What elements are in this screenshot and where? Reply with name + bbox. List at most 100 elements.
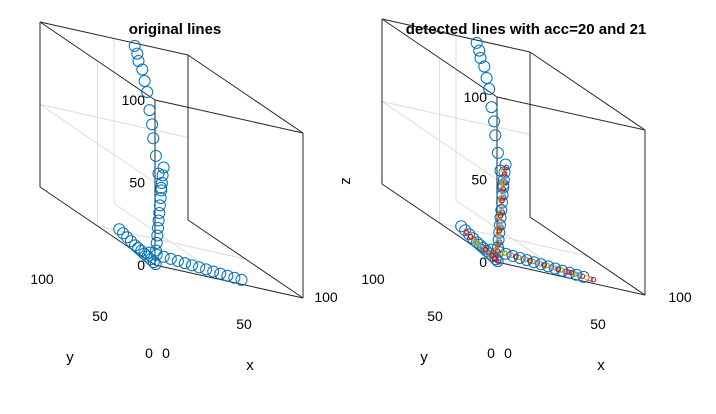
axes-box-edge — [187, 54, 304, 134]
data-point — [463, 228, 476, 241]
data-point — [558, 267, 564, 273]
data-point — [214, 267, 227, 280]
data-point — [149, 149, 162, 162]
data-point — [480, 72, 493, 84]
floor-gridline-y — [97, 225, 246, 260]
data-point — [488, 115, 501, 128]
data-point — [496, 228, 503, 234]
sidewall-gridline-z — [39, 104, 156, 183]
data-point — [157, 250, 170, 263]
y-tick-label: 0 — [487, 345, 495, 361]
data-point — [503, 164, 510, 171]
data-point — [151, 229, 164, 242]
axes-box-edge — [39, 21, 189, 56]
data-point — [193, 261, 206, 274]
data-point — [143, 104, 156, 117]
data-point — [527, 258, 533, 264]
y-tick-label: 0 — [145, 345, 153, 361]
data-point — [575, 271, 581, 278]
z-axis-label: z — [337, 177, 354, 185]
data-point — [128, 39, 141, 52]
data-point — [500, 188, 506, 194]
data-point — [500, 190, 506, 196]
data-point — [153, 199, 166, 212]
data-point — [459, 224, 472, 237]
data-point — [501, 171, 508, 177]
data-point — [155, 181, 168, 194]
chart-title: original lines — [129, 21, 222, 38]
y-tick-label: 100 — [30, 271, 54, 287]
data-point — [132, 242, 145, 255]
data-point — [117, 227, 130, 240]
data-point — [141, 86, 154, 98]
data-point — [474, 239, 487, 252]
data-point — [544, 262, 550, 269]
axes-box-edge — [529, 216, 646, 296]
axes-box-edge — [496, 96, 646, 131]
data-point — [478, 60, 491, 73]
axes-box-edge — [381, 18, 531, 53]
data-point — [171, 255, 184, 267]
axes-box-edge — [187, 219, 304, 299]
data-point — [455, 220, 468, 233]
data-point — [467, 234, 474, 240]
data-point — [590, 276, 597, 283]
data-point — [499, 198, 505, 204]
data-point — [501, 250, 508, 256]
data-point — [152, 222, 164, 234]
sidewall-gridline-z — [381, 101, 498, 180]
data-point — [164, 252, 177, 265]
data-point — [491, 256, 497, 262]
data-point — [498, 195, 504, 201]
axes-box-edge — [154, 99, 304, 134]
z-tick-label: 0 — [137, 257, 145, 273]
data-point — [235, 273, 248, 286]
data-point — [498, 205, 505, 211]
z-tick-label: 0 — [479, 254, 487, 270]
subplot-original-lines: original lines 0 50 100 0 50 100 0 50 100 x y — [30, 21, 338, 374]
data-point — [530, 258, 536, 265]
data-point — [568, 269, 574, 276]
chart-title: detected lines with acc=20 and 21 — [406, 21, 647, 38]
data-point — [154, 192, 167, 204]
subplot-detected-lines: detected lines with acc=20 and 21 0 50 100 0… — [337, 18, 692, 374]
data-point — [129, 239, 141, 252]
axes-box-edge — [496, 261, 646, 296]
z-tick-label: 50 — [129, 175, 145, 191]
floor-gridline-y — [439, 222, 588, 257]
y-axis-label: y — [420, 349, 428, 366]
data-point — [494, 240, 500, 246]
axes-box-edge — [529, 51, 646, 131]
z-tick-label: 100 — [464, 89, 488, 105]
data-point — [483, 83, 496, 95]
data-point — [515, 254, 522, 261]
x-tick-label: 0 — [504, 345, 512, 361]
data-point — [221, 269, 234, 282]
y-tick-label: 50 — [92, 308, 108, 324]
y-axis-label: y — [66, 349, 74, 366]
data-point — [497, 220, 504, 226]
data-point — [132, 55, 145, 67]
data-point — [178, 257, 191, 270]
x-axis-label: x — [597, 357, 605, 374]
data-point — [495, 225, 502, 231]
data-point — [150, 248, 163, 261]
data-point — [152, 214, 165, 227]
data-point — [541, 262, 547, 268]
data-point — [150, 236, 163, 249]
x-tick-label: 50 — [236, 316, 252, 332]
data-point — [146, 118, 159, 131]
data-point — [121, 231, 134, 244]
x-tick-label: 50 — [590, 316, 606, 332]
data-point — [200, 263, 213, 276]
x-tick-label: 0 — [162, 345, 170, 361]
data-point — [496, 213, 503, 220]
data-point — [131, 47, 144, 60]
data-point — [491, 146, 504, 159]
data-point — [186, 259, 198, 272]
data-point — [497, 210, 503, 216]
axes-box-edge — [154, 264, 304, 299]
axes-box-edge — [39, 21, 156, 101]
data-point — [228, 271, 241, 284]
